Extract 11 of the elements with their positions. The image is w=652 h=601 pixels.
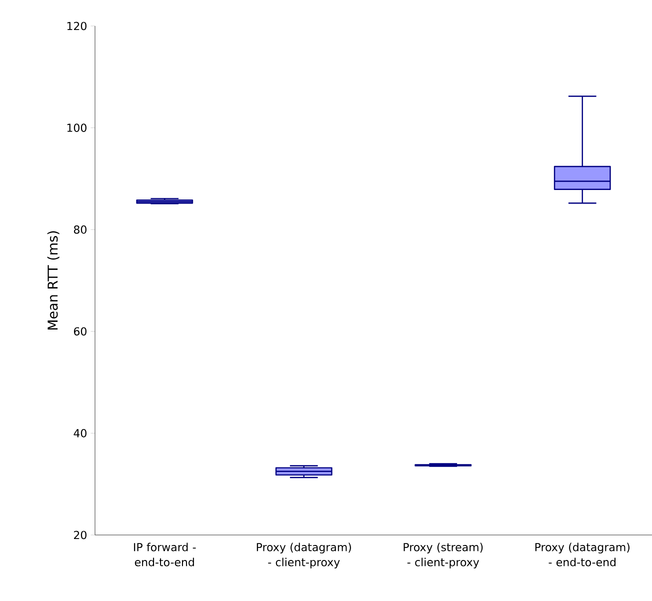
x-tick-label: IP forward - end-to-end — [134, 542, 196, 566]
x-tick-label: Proxy (datagram) - end-to-end — [535, 542, 630, 566]
y-tick-label: 120 — [67, 22, 86, 30]
y-axis-title: Mean RTT (ms) — [47, 231, 60, 330]
y-tick-label: 100 — [67, 124, 86, 132]
y-tick-label: 40 — [74, 429, 86, 438]
x-tick-label: Proxy (stream) - client-proxy — [404, 542, 483, 568]
y-tick-label: 20 — [74, 530, 86, 540]
y-tick-label: 80 — [74, 225, 86, 234]
y-tick-label: 60 — [74, 327, 86, 336]
x-tick-label: Proxy (datagram) - client-proxy — [256, 542, 351, 568]
